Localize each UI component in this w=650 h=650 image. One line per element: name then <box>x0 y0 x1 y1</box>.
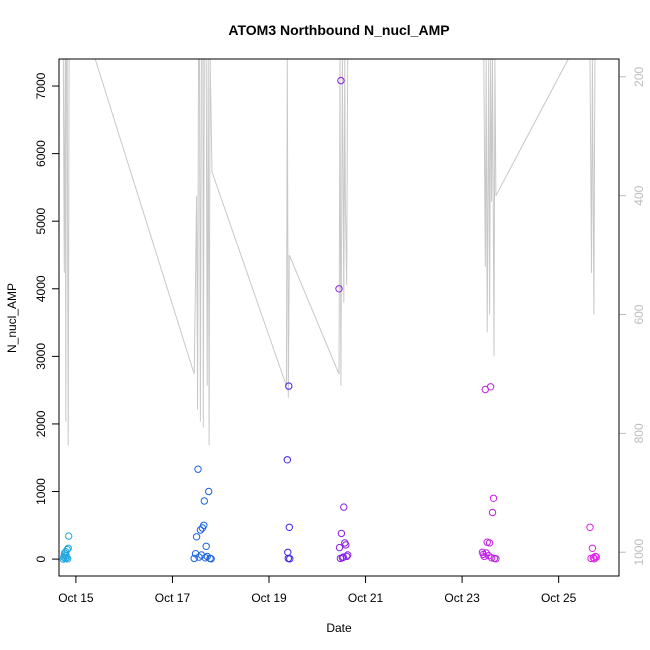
y-tick-label: 4000 <box>34 275 48 302</box>
x-tick-label: Oct 19 <box>251 591 287 605</box>
right-tick-label: 800 <box>632 423 646 443</box>
right-tick-label: 400 <box>632 185 646 205</box>
data-point <box>592 553 600 561</box>
data-point <box>486 383 495 391</box>
x-axis-label: Date <box>326 621 352 635</box>
data-point <box>342 541 350 549</box>
data-point <box>485 539 494 547</box>
y-axis-label: N_nucl_AMP <box>5 283 19 353</box>
right-tick-label: 1000 <box>632 539 646 566</box>
data-point <box>588 544 597 552</box>
right-tick-label: 200 <box>632 66 646 86</box>
data-point <box>489 494 498 502</box>
data-point <box>192 533 201 541</box>
x-tick-label: Oct 15 <box>58 591 94 605</box>
right-axis-series <box>62 58 597 446</box>
data-point <box>591 552 599 561</box>
data-point <box>63 545 71 554</box>
y-tick-label: 1000 <box>34 478 48 505</box>
data-point <box>586 523 594 531</box>
y-tick-label: 3000 <box>34 343 48 370</box>
data-point <box>492 555 500 563</box>
data-point <box>488 508 497 517</box>
data-point <box>202 542 210 550</box>
y-tick-label: 0 <box>34 555 48 562</box>
data-point <box>194 465 202 473</box>
right-series-line <box>62 58 597 446</box>
right-tick-label: 600 <box>632 304 646 324</box>
data-point <box>335 543 344 552</box>
data-point <box>200 497 209 505</box>
data-point <box>285 382 293 390</box>
data-point <box>196 526 205 534</box>
chart-title: ATOM3 Northbound N_nucl_AMP <box>228 22 449 38</box>
data-point <box>62 554 71 562</box>
y-tick-label: 2000 <box>34 410 48 437</box>
y-tick-label: 5000 <box>34 208 48 235</box>
data-point <box>205 487 213 496</box>
data-point <box>339 553 347 561</box>
data-point <box>343 552 351 561</box>
plot-frame <box>58 58 620 577</box>
x-tick-label: Oct 25 <box>541 591 577 605</box>
data-point <box>200 521 208 529</box>
data-point <box>337 76 345 85</box>
x-tick-label: Oct 23 <box>444 591 480 605</box>
data-point <box>286 555 294 563</box>
data-point <box>65 532 73 540</box>
data-point <box>340 503 348 511</box>
data-point <box>589 554 598 562</box>
data-point <box>207 555 215 563</box>
y-tick-label: 6000 <box>34 140 48 167</box>
y-tick-label: 7000 <box>34 72 48 99</box>
x-tick-label: Oct 17 <box>155 591 191 605</box>
data-point <box>487 554 496 562</box>
data-point <box>190 554 198 563</box>
data-point <box>335 285 343 293</box>
data-point <box>285 523 293 531</box>
x-tick-label: Oct 21 <box>348 591 384 605</box>
data-point <box>284 548 292 556</box>
data-point <box>337 529 346 538</box>
data-point <box>283 456 291 464</box>
points <box>59 76 600 563</box>
data-point <box>64 555 72 563</box>
data-point <box>64 544 72 552</box>
data-point <box>344 551 352 559</box>
